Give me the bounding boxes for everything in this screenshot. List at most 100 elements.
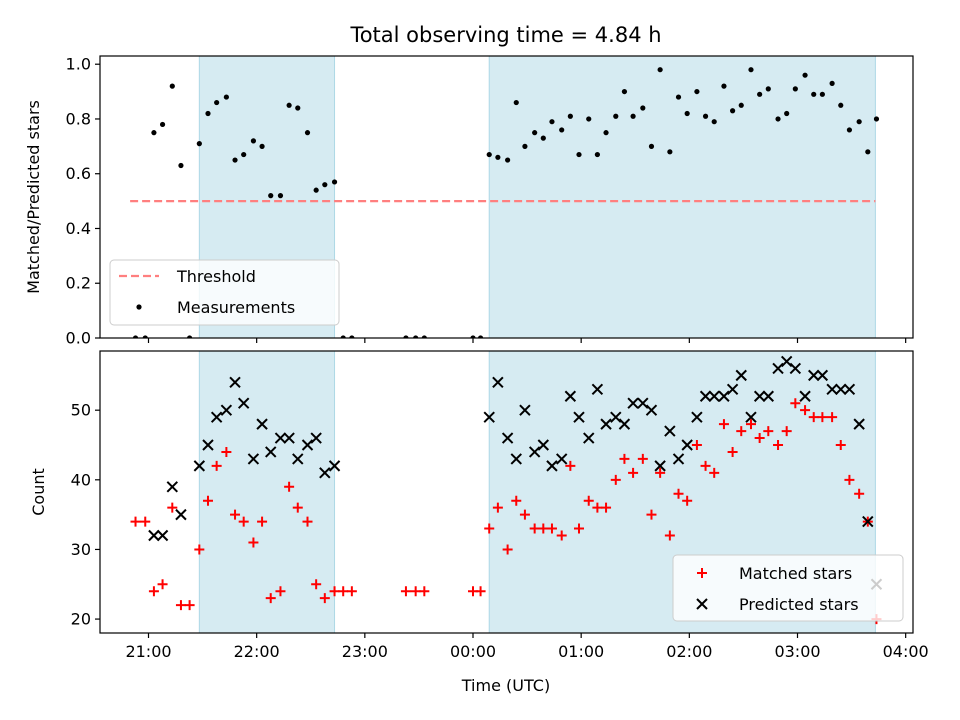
measurement-point	[286, 102, 292, 108]
matched-star-point	[475, 586, 486, 597]
predicted-star-point	[780, 355, 793, 368]
matched-star-point	[700, 460, 711, 471]
matched-star-point	[763, 426, 774, 437]
measurement-point	[178, 162, 184, 169]
matched-star-point	[817, 412, 828, 423]
measurement-point	[187, 335, 193, 338]
predicted-star-point	[672, 453, 685, 465]
predicted-star-point	[735, 369, 747, 382]
predicted-star-point	[519, 404, 531, 416]
measurement-point	[865, 149, 871, 155]
predicted-star-point	[156, 529, 169, 542]
matched-star-point	[275, 586, 286, 597]
predicted-star-point	[166, 481, 179, 493]
y-tick-label: 1.0	[66, 55, 91, 74]
matched-star-point	[284, 481, 295, 492]
measurement-point	[413, 335, 419, 338]
matched-star-point	[130, 516, 141, 527]
matched-star-point	[319, 593, 330, 604]
measurement-point	[214, 99, 220, 106]
measurement-point	[495, 154, 501, 160]
predicted-star-point	[664, 425, 676, 437]
y-axis-label: Count	[29, 468, 48, 516]
predicted-star-point	[808, 369, 820, 382]
matched-star-point	[265, 593, 276, 604]
matched-star-point	[492, 502, 503, 513]
measurement-point	[304, 130, 311, 136]
predicted-star-point	[816, 369, 829, 382]
matched-star-point	[302, 516, 313, 527]
measurement-point	[784, 110, 790, 117]
matched-star-point	[844, 474, 855, 485]
matched-star-point	[655, 467, 666, 478]
matched-star-point	[157, 579, 168, 590]
matched-star-point	[410, 586, 421, 597]
matched-star-point	[718, 419, 729, 430]
predicted-star-point	[853, 418, 865, 430]
y-tick-label: 40	[71, 470, 91, 489]
predicted-star-point	[645, 404, 658, 416]
predicted-star-point	[175, 508, 187, 521]
measurement-point	[811, 91, 817, 97]
matched-star-point	[574, 523, 585, 534]
matched-star-point	[619, 453, 630, 464]
predicted-star-point	[762, 390, 775, 402]
matched-star-point	[140, 516, 151, 527]
matched-star-point	[484, 523, 495, 534]
matched-star-point	[175, 600, 186, 611]
legend-predicted-swatch	[696, 598, 708, 610]
measurement-point	[711, 119, 717, 125]
measurement-point	[640, 105, 646, 111]
predicted-star-point	[654, 460, 666, 472]
predicted-star-point	[237, 397, 250, 409]
predicted-star-point	[583, 432, 595, 444]
matched-star-point	[745, 419, 756, 430]
matched-star-point	[292, 502, 303, 513]
measurement-point	[675, 94, 682, 100]
measurement-point	[331, 179, 338, 185]
predicted-star-point	[310, 432, 322, 444]
predicted-star-point	[627, 397, 639, 409]
measurement-point	[775, 116, 781, 122]
predicted-star-point	[528, 446, 541, 458]
predicted-star-point	[247, 453, 260, 465]
matched-star-point	[346, 586, 357, 597]
matched-star-point	[827, 412, 838, 423]
measurement-point	[802, 72, 808, 78]
predicted-star-point	[745, 411, 757, 423]
matched-star-point	[338, 586, 349, 597]
measurement-point	[829, 80, 835, 86]
measurement-point	[648, 143, 655, 149]
x-tick-label: 21:00	[125, 642, 171, 661]
predicted-star-point	[591, 383, 604, 396]
matched-star-point	[664, 530, 675, 541]
observing-window-shade	[198, 351, 336, 633]
measurement-point	[838, 102, 844, 108]
predicted-star-point	[292, 453, 304, 465]
matched-star-point	[529, 523, 540, 534]
predicted-star-point	[510, 453, 522, 465]
legend: Matched stars Predicted stars	[672, 554, 904, 622]
matched-star-point	[835, 440, 846, 450]
y-tick-label: 0.2	[66, 274, 91, 293]
y-tick-label: 0.6	[66, 164, 91, 183]
observing-window-shade	[488, 56, 876, 338]
measurement-point	[313, 187, 319, 193]
y-tick-label: 20	[71, 610, 91, 629]
matched-star-point	[167, 502, 178, 513]
y-tick-label: 50	[71, 401, 91, 420]
matched-star-point	[601, 502, 612, 513]
measurement-point	[268, 193, 274, 199]
measurement-point	[196, 141, 202, 147]
matched-star-point	[583, 495, 594, 506]
predicted-star-point	[718, 390, 730, 402]
predicted-star-point	[274, 432, 287, 444]
predicted-star-point	[618, 418, 631, 430]
matched-star-point	[592, 502, 603, 513]
legend-measurements-swatch	[136, 304, 142, 310]
measurement-point	[567, 113, 573, 119]
measurement-point	[477, 335, 484, 338]
axes-frame	[99, 350, 914, 634]
measurement-point	[169, 83, 175, 89]
measurement-point	[513, 99, 519, 106]
